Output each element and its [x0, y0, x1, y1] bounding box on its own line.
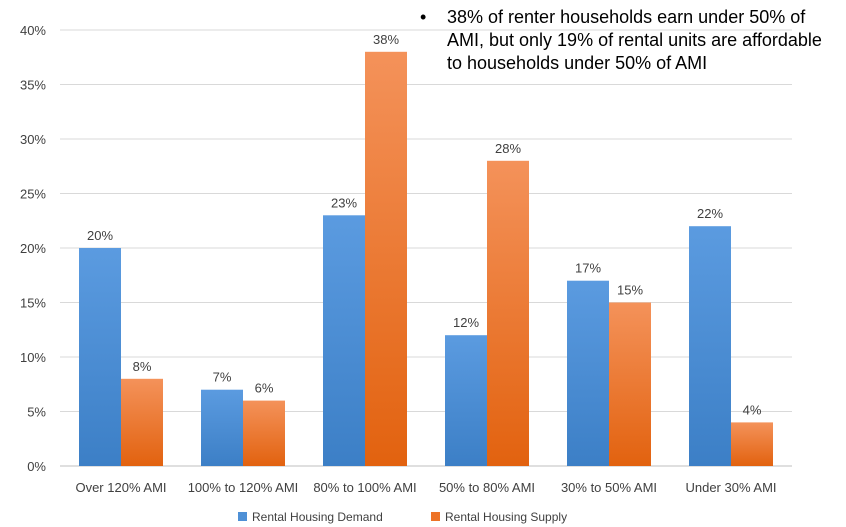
bar-demand [79, 248, 121, 466]
x-tick-label: 80% to 100% AMI [313, 480, 416, 495]
x-tick-label: 50% to 80% AMI [439, 480, 535, 495]
bar-demand [567, 280, 609, 466]
value-label: 17% [575, 261, 601, 276]
annotation-text: 38% of renter households earn under 50% … [447, 7, 822, 73]
legend-label: Rental Housing Supply [445, 510, 567, 524]
value-label: 20% [87, 228, 113, 243]
x-tick-label: Over 120% AMI [75, 480, 166, 495]
x-axis-labels: Over 120% AMI 100% to 120% AMI 80% to 100%… [75, 480, 776, 495]
legend-swatch [238, 512, 247, 521]
value-label: 28% [495, 141, 521, 156]
bar-supply [731, 422, 773, 466]
x-tick-label: 30% to 50% AMI [561, 480, 657, 495]
value-label: 22% [697, 206, 723, 221]
value-label: 6% [255, 381, 274, 396]
bar-supply [243, 400, 285, 466]
bar-supply [121, 378, 163, 466]
value-label: 38% [373, 32, 399, 47]
y-tick-label: 10% [20, 350, 46, 365]
y-tick-label: 5% [27, 405, 46, 420]
gridlines [60, 29, 792, 467]
legend: Rental Housing Demand Rental Housing Supp… [238, 510, 567, 524]
annotation-bullet: • [420, 7, 427, 27]
legend-label: Rental Housing Demand [252, 510, 383, 524]
y-axis-ticks: 0% 5% 10% 15% 20% 25% 30% 35% 40% [20, 23, 46, 474]
bar-demand [201, 389, 243, 466]
y-tick-label: 20% [20, 241, 46, 256]
y-tick-label: 40% [20, 23, 46, 38]
bar-demand [445, 335, 487, 466]
value-label: 15% [617, 283, 643, 298]
bars [79, 51, 773, 467]
x-tick-label: Under 30% AMI [685, 480, 776, 495]
bar-supply [487, 160, 529, 467]
annotation-callout: • 38% of renter households earn under 50… [420, 6, 840, 75]
bar-supply [609, 302, 651, 466]
value-labels: 20% 8% 7% 6% 23% 38% 12% 28% 17% 15% 22% 4% [87, 32, 762, 418]
bar-supply [365, 51, 407, 467]
value-label: 4% [743, 402, 762, 417]
value-label: 8% [133, 359, 152, 374]
bar-demand [689, 226, 731, 466]
y-tick-label: 30% [20, 132, 46, 147]
value-label: 12% [453, 315, 479, 330]
y-tick-label: 0% [27, 459, 46, 474]
value-label: 7% [213, 370, 232, 385]
value-label: 23% [331, 195, 357, 210]
y-tick-label: 15% [20, 296, 46, 311]
bar-demand [323, 215, 365, 466]
y-tick-label: 35% [20, 78, 46, 93]
x-tick-label: 100% to 120% AMI [188, 480, 299, 495]
y-tick-label: 25% [20, 187, 46, 202]
legend-swatch [431, 512, 440, 521]
